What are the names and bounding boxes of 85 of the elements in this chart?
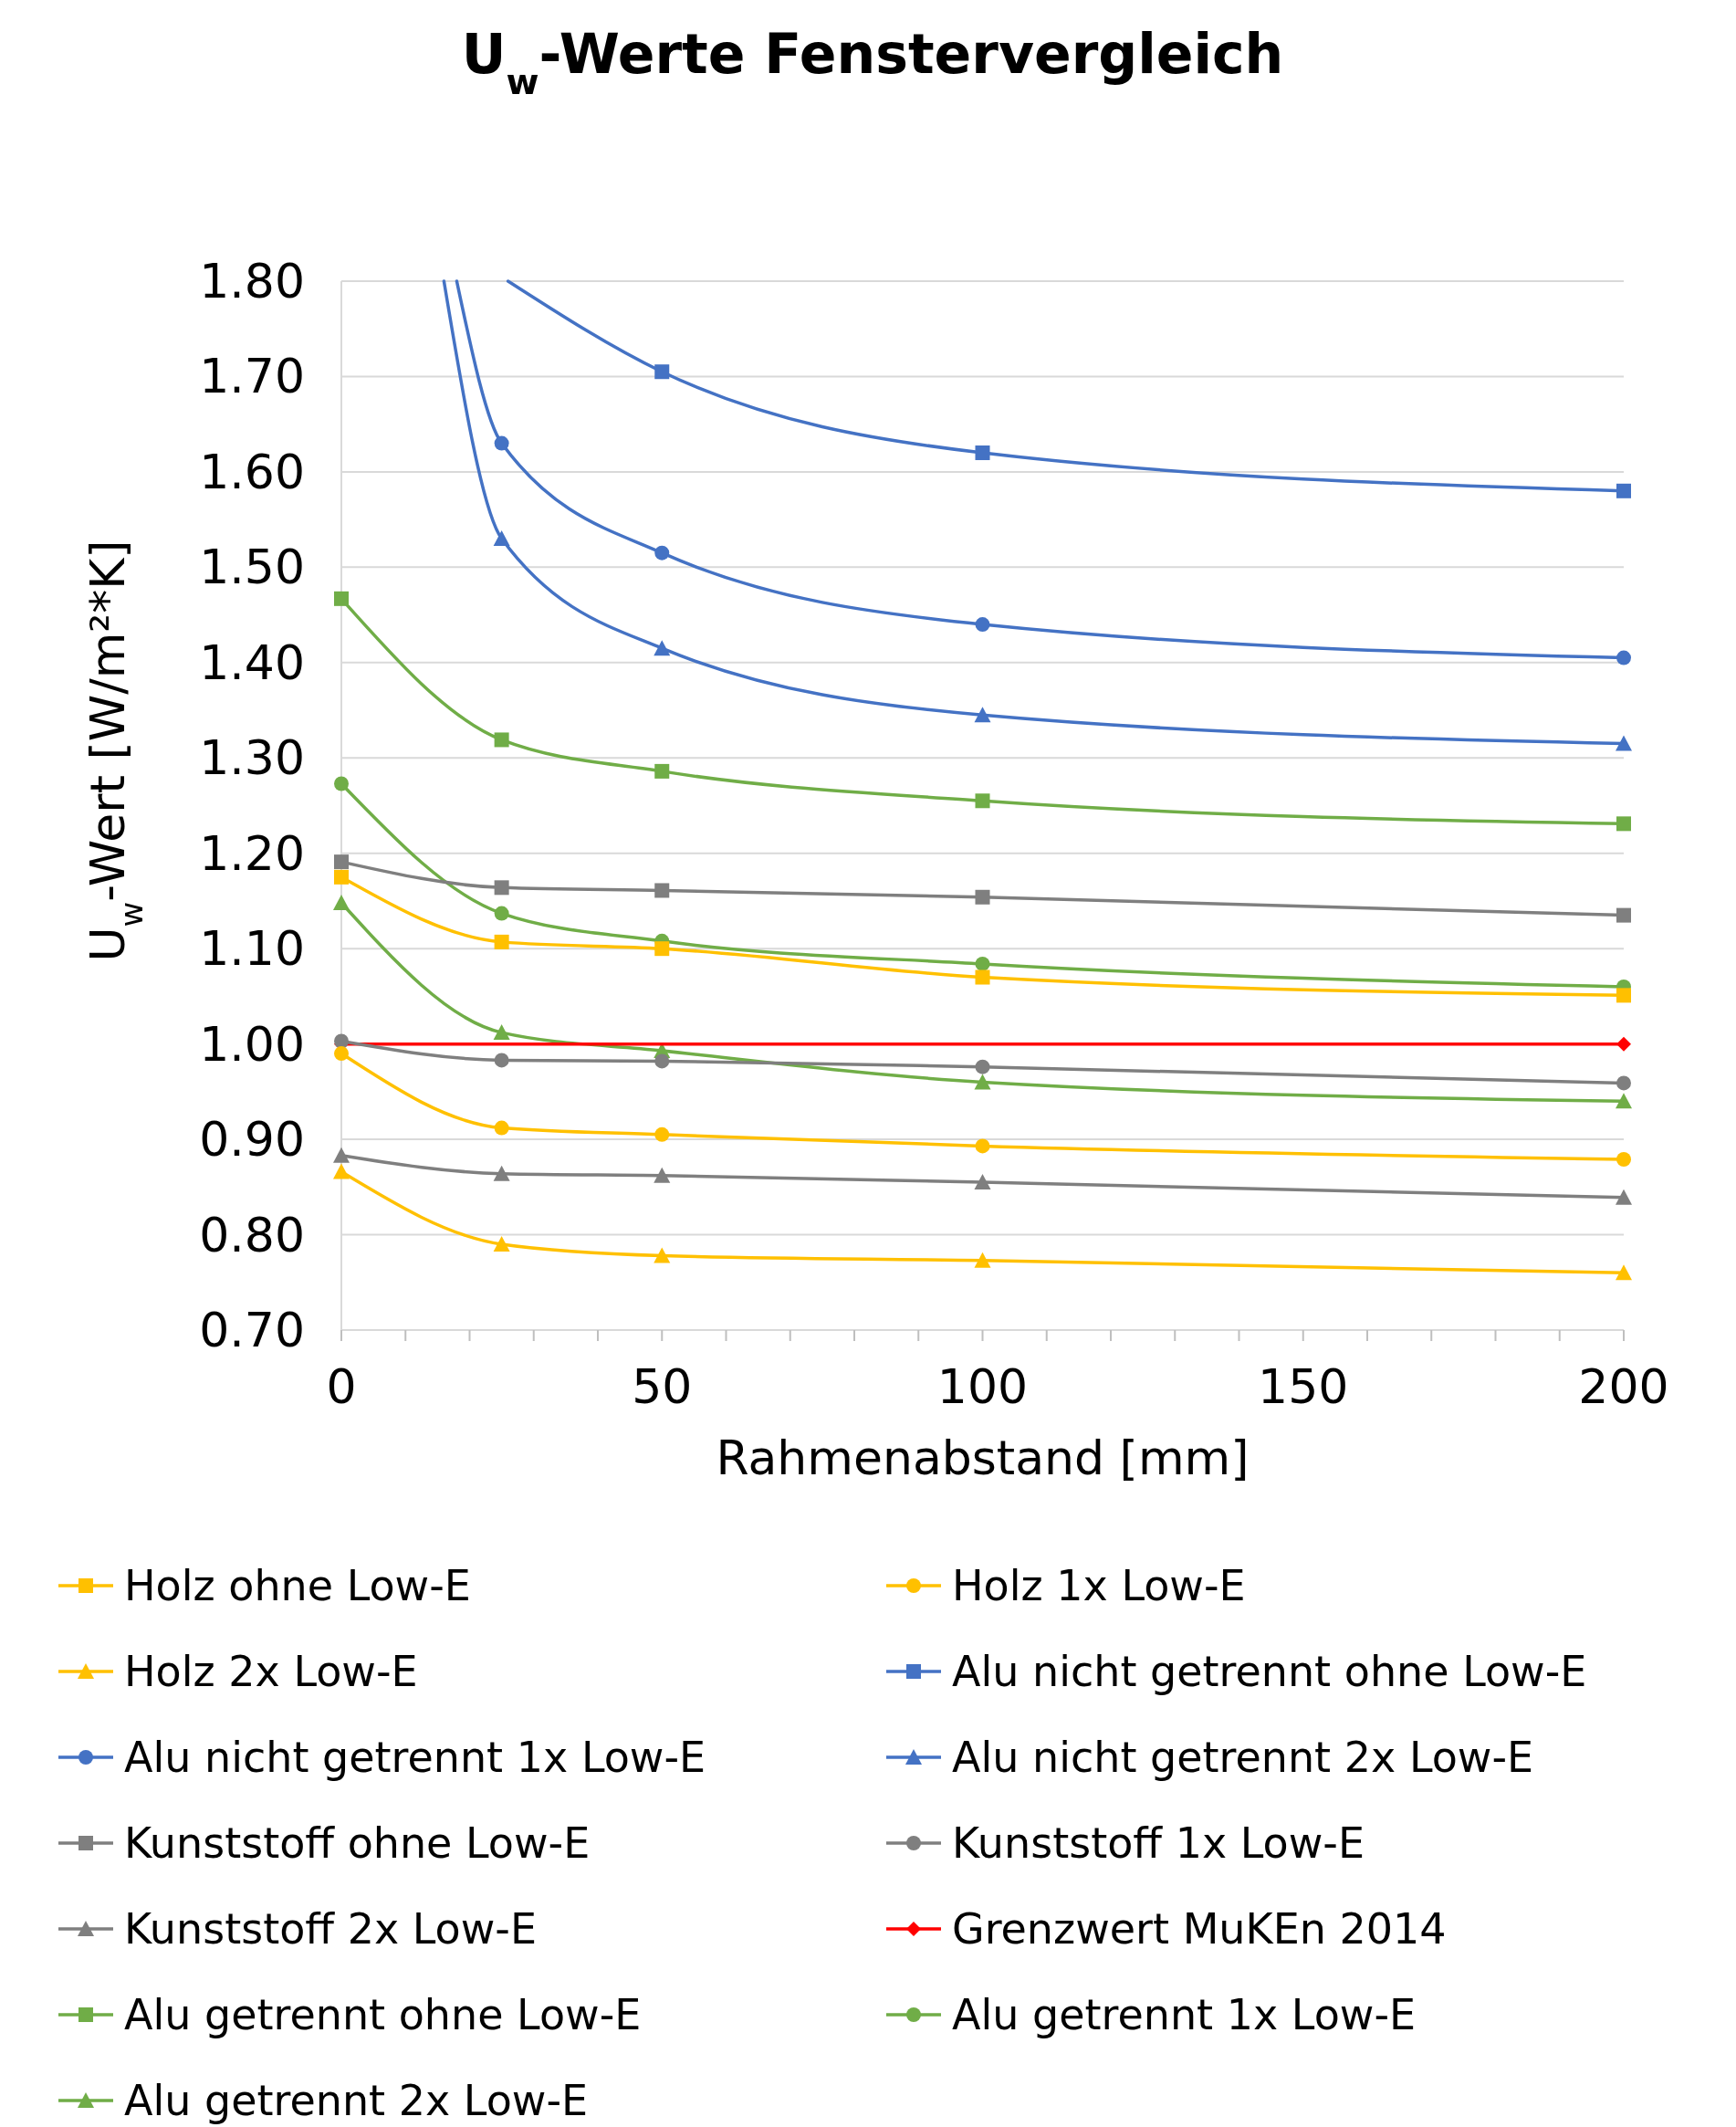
legend-label: Alu nicht getrennt 1x Low-E [124,1733,706,1782]
y-tick-label: 1.00 [199,1016,305,1072]
point [494,880,509,896]
y-tick-label: 0.90 [199,1112,305,1168]
point [494,435,509,451]
y-tick-label: 0.80 [199,1207,305,1263]
point [1616,735,1632,751]
point [493,1165,510,1181]
point [1616,1189,1632,1205]
point [493,1235,510,1252]
point [1616,988,1631,1003]
legend-label: Kunststoff 1x Low-E [952,1818,1365,1868]
legend-label: Grenzwert MuKEn 2014 [952,1904,1447,1954]
point [974,1174,991,1190]
point [975,445,990,461]
y-tick-label: 1.30 [199,730,305,786]
x-tick-label: 100 [936,1359,1029,1414]
point [654,640,671,656]
point [1616,816,1631,832]
point [654,364,670,380]
point [333,1147,350,1163]
x-tick-label: 150 [1258,1359,1349,1414]
point [1616,1075,1631,1091]
point [974,707,991,723]
point [494,906,509,921]
point [975,889,990,905]
point [654,1167,671,1183]
x-tick-label: 50 [632,1359,693,1414]
point [334,869,349,885]
y-tick-label: 1.10 [199,921,305,977]
legend-label: Kunststoff ohne Low-E [124,1818,591,1868]
x-tick-label: 200 [1578,1359,1669,1414]
y-tick-label: 1.50 [199,540,305,595]
point [975,969,990,985]
point [654,763,670,779]
y-tick-label: 1.80 [199,254,305,309]
point [654,1126,670,1142]
legend-label: Alu getrennt 2x Low-E [124,2076,589,2125]
point [975,1059,990,1074]
point [654,941,670,957]
point [654,545,670,561]
y-tick-label: 1.70 [199,349,305,404]
x-axis-title: Rahmenabstand [mm] [716,1430,1250,1485]
point [1616,650,1631,665]
legend-label: Alu getrennt 1x Low-E [952,1990,1417,2039]
point [494,732,509,748]
legend-label: Holz ohne Low-E [124,1561,471,1610]
y-tick-label: 0.70 [199,1303,305,1357]
point [334,854,349,870]
point [333,1163,350,1179]
point [975,1138,990,1154]
legend-label: Holz 2x Low-E [124,1647,418,1696]
legend-label: Kunststoff 2x Low-E [124,1904,538,1954]
y-tick-label: 1.60 [199,444,305,499]
point [975,956,990,971]
point [1616,1152,1631,1168]
point [334,1046,349,1062]
point [654,1247,671,1263]
point [975,617,990,633]
point [1616,483,1631,498]
point [1616,1036,1631,1052]
point [1616,1093,1632,1109]
point [974,1074,991,1090]
point [334,591,349,606]
y-tick-label: 1.40 [199,634,305,690]
point [334,776,349,791]
legend-label: Alu getrennt ohne Low-E [124,1990,642,2039]
chart-title: U$_{w}$-Werte Fenstervergleich [461,22,1284,102]
point [493,1024,510,1041]
y-tick-label: 1.20 [199,825,305,881]
legend-label: Holz 1x Low-E [952,1561,1246,1610]
point [333,895,350,911]
point [494,934,509,949]
legend-label: Alu nicht getrennt ohne Low-E [952,1647,1587,1696]
point [1616,1264,1632,1281]
point [1616,907,1631,923]
x-tick-label: 0 [326,1359,357,1414]
point [974,1252,991,1268]
point [654,883,670,898]
point [654,1053,670,1069]
point [494,1120,509,1136]
point [494,1053,509,1068]
legend-label: Alu nicht getrennt 2x Low-E [952,1733,1534,1782]
point [975,793,990,809]
point [493,530,510,547]
